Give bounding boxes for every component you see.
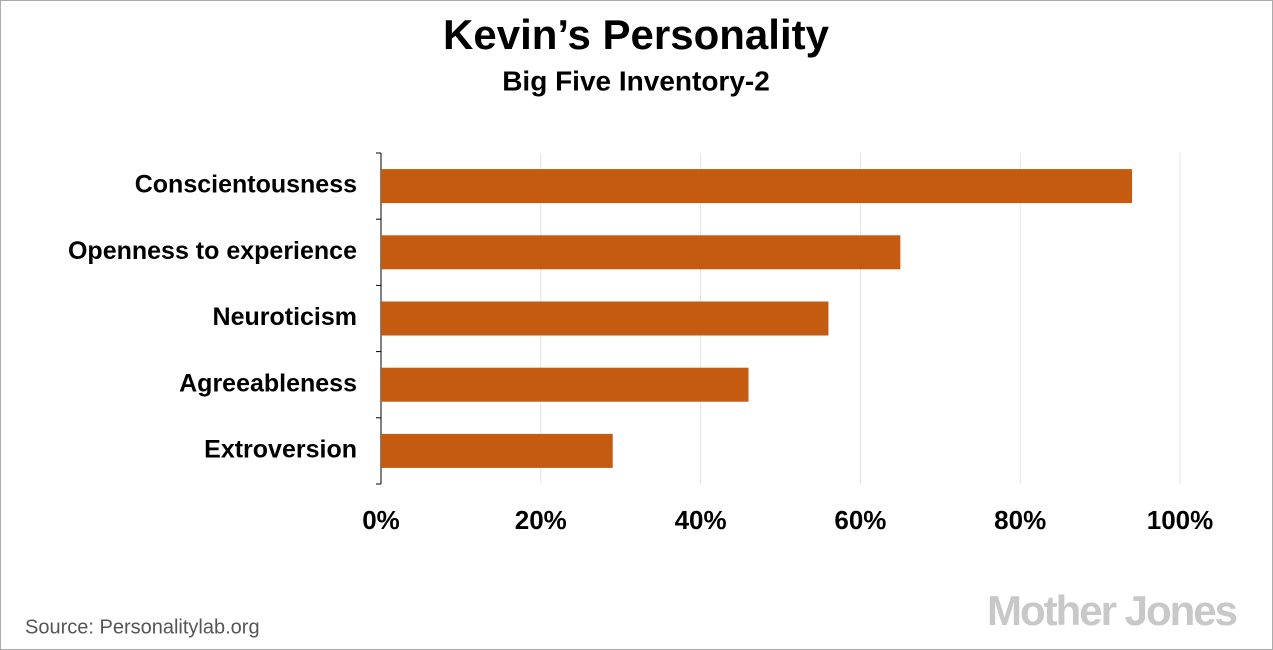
- x-tick-label: 0%: [362, 505, 400, 535]
- chart-title: Kevin’s Personality: [443, 11, 830, 58]
- y-tick-label: Openness to experience: [68, 237, 357, 265]
- x-tick-label: 60%: [834, 505, 886, 535]
- logo: Mother Jones: [987, 587, 1237, 634]
- bar: [381, 235, 901, 270]
- x-tick-label: 80%: [994, 505, 1046, 535]
- x-tick-label: 100%: [1147, 505, 1214, 535]
- chart-subtitle: Big Five Inventory-2: [502, 65, 770, 96]
- x-tick-label: 20%: [515, 505, 567, 535]
- y-tick-label: Neuroticism: [213, 303, 357, 331]
- source: Source: Personalitylab.org: [25, 616, 260, 638]
- bar: [381, 433, 613, 468]
- bar: [381, 169, 1133, 204]
- y-tick-label: Conscientousness: [135, 171, 357, 199]
- x-tick-label: 40%: [675, 505, 727, 535]
- y-tick-label: Agreeableness: [179, 369, 357, 397]
- bar: [381, 367, 749, 402]
- y-tick-label: Extroversion: [204, 436, 357, 464]
- bar: [381, 301, 829, 336]
